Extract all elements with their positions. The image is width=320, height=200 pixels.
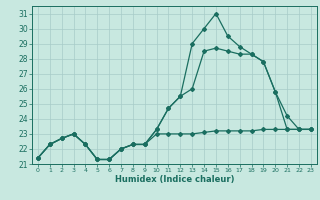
X-axis label: Humidex (Indice chaleur): Humidex (Indice chaleur) (115, 175, 234, 184)
